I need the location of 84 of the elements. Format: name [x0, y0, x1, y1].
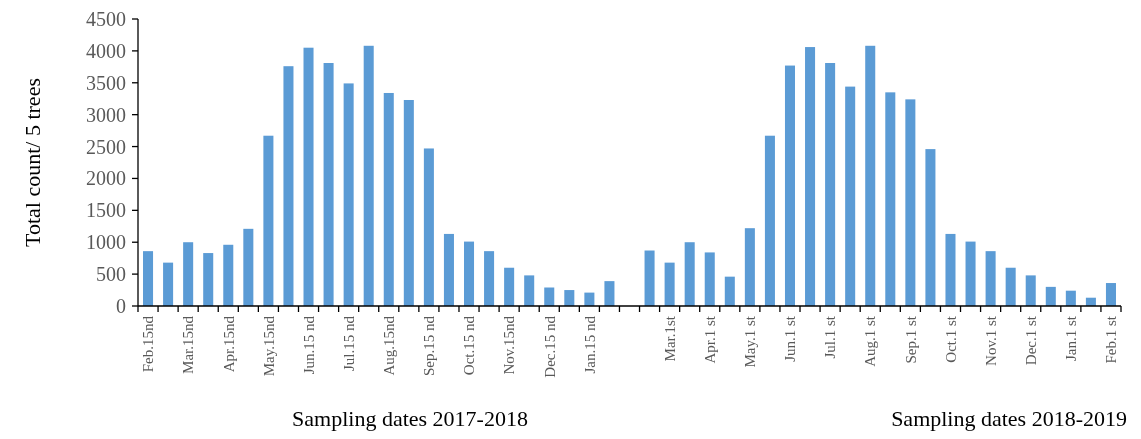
x-tick-label: Feb.1 st: [1103, 315, 1120, 364]
bar: [604, 281, 615, 306]
y-tick-label: 500: [96, 263, 126, 286]
bar: [704, 252, 715, 306]
x-tick-label: Jul.15 nd: [340, 315, 357, 372]
bar: [1045, 286, 1056, 306]
x-tick-label: Apr.15nd: [220, 315, 237, 373]
x-tick-label: Jun.15 nd: [300, 315, 317, 375]
bar: [684, 242, 695, 306]
bar: [965, 241, 976, 306]
bar: [343, 83, 354, 306]
bar: [865, 45, 876, 306]
y-axis-title: Total count/ 5 trees: [20, 78, 45, 247]
bar: [484, 251, 495, 306]
x-tick-label: Jan.15 nd: [581, 315, 598, 374]
x-tick-label: Oct.15 nd: [461, 315, 478, 376]
bar: [423, 148, 434, 306]
bar: [283, 66, 294, 306]
y-tick-label: 1500: [86, 199, 126, 222]
bar: [163, 262, 174, 306]
bar: [263, 135, 274, 306]
bar: [1005, 267, 1016, 306]
bar: [504, 267, 515, 306]
bar: [524, 275, 535, 306]
x-tick-label: Aug.1 st: [862, 315, 879, 367]
y-tick-label: 4500: [86, 8, 126, 30]
bar: [203, 253, 214, 306]
x-tick-label: Dec.15 nd: [541, 315, 558, 378]
bar: [303, 47, 314, 306]
bar: [825, 63, 836, 306]
bar: [784, 65, 795, 306]
bar: [1025, 275, 1036, 306]
bar: [985, 251, 996, 306]
bar: [764, 135, 775, 306]
x-axis-title: Sampling dates 2017-2018: [292, 406, 528, 431]
y-tick-label: 2000: [86, 167, 126, 190]
bar: [925, 149, 936, 306]
bar: [443, 233, 454, 306]
bar: [403, 100, 414, 306]
x-tick-label: Jan.1 st: [1063, 315, 1080, 361]
x-tick-label: Oct.1 st: [942, 315, 959, 363]
x-tick-label: Mar.1st: [661, 315, 678, 362]
bar: [805, 47, 816, 306]
x-tick-label: Sep.1 st: [902, 315, 919, 364]
x-tick-label: Nov.1 st: [982, 315, 999, 366]
y-tick-label: 1000: [86, 231, 126, 254]
x-tick-label: Nov.15nd: [501, 315, 518, 375]
bar: [544, 287, 555, 306]
y-tick-label: 3500: [86, 71, 126, 94]
x-tick-label: Sep.15 nd: [421, 315, 438, 376]
bar: [724, 276, 735, 306]
x-tick-label: Apr.1 st: [701, 315, 718, 364]
bar: [664, 262, 675, 306]
bar: [243, 228, 254, 306]
bar: [383, 92, 394, 306]
bar: [845, 86, 856, 306]
bar: [945, 233, 956, 306]
x-tick-label: Jul.1 st: [822, 315, 839, 359]
bar: [464, 241, 475, 306]
y-tick-label: 4000: [86, 39, 126, 62]
y-tick-label: 0: [116, 295, 126, 317]
bar: [1065, 290, 1076, 306]
bar: [223, 244, 234, 306]
y-tick-label: 2500: [86, 135, 126, 158]
text: Sampling dates 2018-2019: [891, 406, 1127, 431]
x-tick-label: Feb.15nd: [140, 315, 157, 373]
bar: [905, 99, 916, 306]
y-tick-label: 3000: [86, 103, 126, 126]
bar: [584, 292, 595, 306]
bar: [323, 63, 334, 306]
bar: [644, 250, 655, 306]
x-tick-label: May.1 st: [742, 315, 759, 368]
x-tick-label: Dec.1 st: [1022, 315, 1039, 366]
bar: [1105, 283, 1116, 306]
bar: [183, 242, 194, 306]
bar: [564, 290, 575, 306]
x-tick-label: May.15nd: [260, 315, 277, 377]
bar: [363, 45, 374, 306]
bar: [143, 251, 154, 306]
bar: [744, 228, 755, 306]
x-tick-label: Aug.15nd: [381, 315, 398, 376]
bar: [885, 92, 896, 306]
x-tick-label: Jun.1 st: [782, 315, 799, 362]
x-tick-label: Mar.15nd: [180, 315, 197, 374]
